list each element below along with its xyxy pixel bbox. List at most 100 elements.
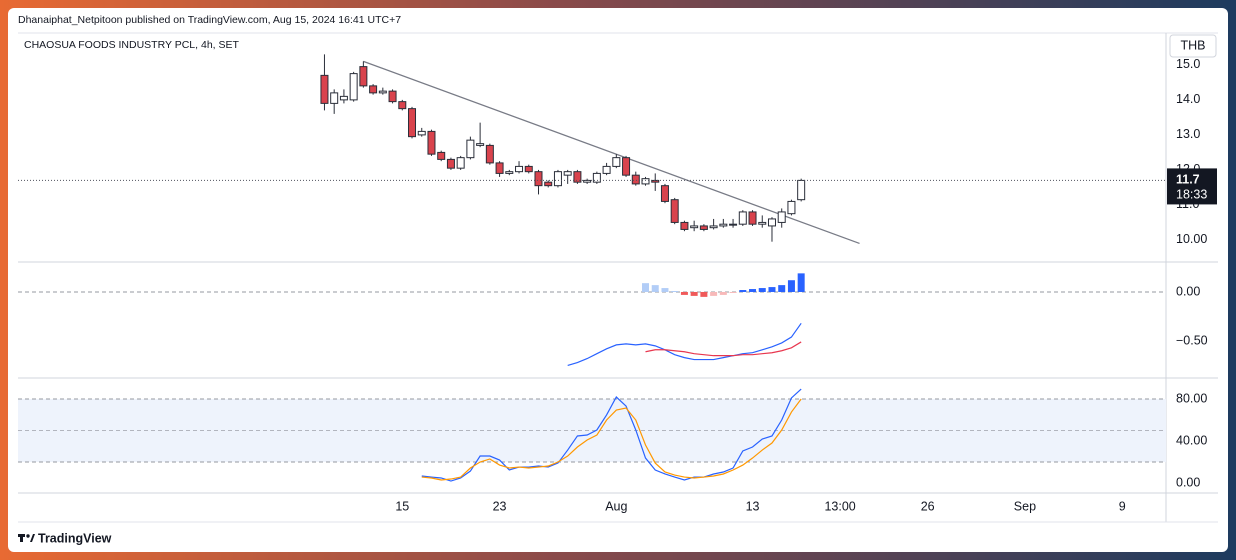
trendline — [363, 60, 860, 245]
candle-body — [437, 151, 446, 160]
histogram-bar — [758, 288, 766, 292]
candle-body — [339, 95, 348, 101]
candle-body — [602, 165, 611, 174]
histogram-bar — [700, 291, 708, 297]
histogram-bar — [768, 287, 776, 292]
candle-body — [359, 66, 368, 87]
candle-body — [476, 143, 485, 146]
publish-header: Dhanaiphat_Netpitoon published on Tradin… — [18, 14, 401, 26]
candle-body — [524, 165, 533, 173]
y-tick-label: 14.0 — [1176, 92, 1200, 106]
y-tick-label: 0.00 — [1176, 284, 1200, 298]
candle-body — [563, 171, 572, 176]
y-tick-label: 10.00 — [1176, 232, 1207, 246]
histogram-bar — [642, 283, 650, 292]
candle-body — [777, 211, 786, 223]
x-tick-label: 9 — [1119, 499, 1126, 513]
bar-countdown: 18:33 — [1176, 188, 1207, 202]
histogram-bar — [729, 291, 737, 293]
last-price-label: 11.7 — [1176, 173, 1200, 187]
x-tick-label: 23 — [493, 499, 507, 513]
last-price-box — [1167, 168, 1217, 205]
chart-title: CHAOSUA FOODS INDUSTRY PCL, 4h, SET — [24, 39, 240, 51]
stoch-line — [421, 398, 802, 481]
histogram-bar — [787, 280, 795, 292]
histogram-bar — [680, 291, 688, 295]
histogram-bar — [739, 290, 747, 292]
candle-body — [495, 162, 504, 174]
candle-body — [729, 223, 738, 226]
candle-body — [388, 90, 397, 103]
candle-body — [758, 221, 767, 225]
candle-body — [505, 171, 514, 174]
x-tick-label: 15 — [395, 499, 409, 513]
y-tick-label: 80.00 — [1176, 391, 1207, 405]
macd-line — [567, 322, 802, 367]
candle-body — [427, 130, 436, 155]
x-tick-label: 13:00 — [824, 499, 855, 513]
candle-body — [553, 171, 562, 187]
macd-line — [645, 341, 802, 357]
histogram-bar — [797, 273, 805, 292]
candle-body — [378, 90, 387, 94]
y-tick-label: 40.00 — [1176, 433, 1207, 447]
x-tick-label: Sep — [1014, 499, 1036, 513]
candle-body — [320, 74, 329, 104]
candle-body — [408, 108, 417, 138]
candle-body — [466, 139, 475, 159]
card — [8, 8, 1228, 552]
y-tick-label: 0.00 — [1176, 475, 1200, 489]
histogram-bar — [661, 288, 669, 292]
y-tick-label: −0.50 — [1176, 333, 1208, 347]
candle-body — [631, 174, 640, 185]
candle-body — [583, 179, 592, 183]
candle-body — [515, 165, 524, 173]
histogram-bar — [719, 291, 727, 295]
candle-body — [544, 181, 553, 187]
candle-body — [446, 158, 455, 169]
currency-box — [1169, 34, 1217, 58]
histogram-bar — [710, 291, 718, 296]
candle-body — [748, 211, 757, 225]
candle-body — [787, 200, 796, 215]
candle-body — [398, 101, 407, 110]
candle-body — [680, 221, 689, 230]
histogram-bar — [690, 291, 698, 296]
x-tick-label: 13 — [746, 499, 760, 513]
candle-body — [592, 172, 601, 183]
candle-body — [738, 211, 747, 225]
candle-body — [767, 218, 776, 227]
candle-body — [369, 85, 378, 94]
x-tick-label: Aug — [605, 499, 627, 513]
candle-body — [622, 157, 631, 176]
histogram-bar — [671, 291, 679, 292]
histogram-bar — [778, 285, 786, 292]
candle-body — [651, 179, 660, 183]
candle-body — [709, 225, 718, 229]
candle-body — [797, 179, 806, 201]
candle-body — [612, 157, 621, 167]
candle-body — [641, 178, 650, 185]
candle-body — [699, 225, 708, 230]
candle-body — [330, 92, 339, 104]
histogram-bar — [749, 289, 757, 292]
candle-body — [573, 171, 582, 183]
x-tick-label: 26 — [921, 499, 935, 513]
tradingview-logo — [18, 534, 35, 542]
candle-body — [719, 223, 728, 227]
footer-brand: TradingView — [38, 531, 112, 545]
candle-body — [456, 157, 465, 169]
y-tick-label: 15.0 — [1176, 57, 1200, 71]
candle-body — [417, 130, 426, 136]
candle-body — [534, 171, 543, 187]
candle-body — [349, 73, 358, 101]
candle-body — [660, 185, 669, 202]
histogram-bar — [651, 285, 659, 292]
candle-body — [670, 199, 679, 223]
candle-body — [690, 225, 699, 229]
y-tick-label: 13.0 — [1176, 127, 1200, 141]
candle-body — [485, 144, 494, 164]
stoch-line — [421, 388, 802, 482]
